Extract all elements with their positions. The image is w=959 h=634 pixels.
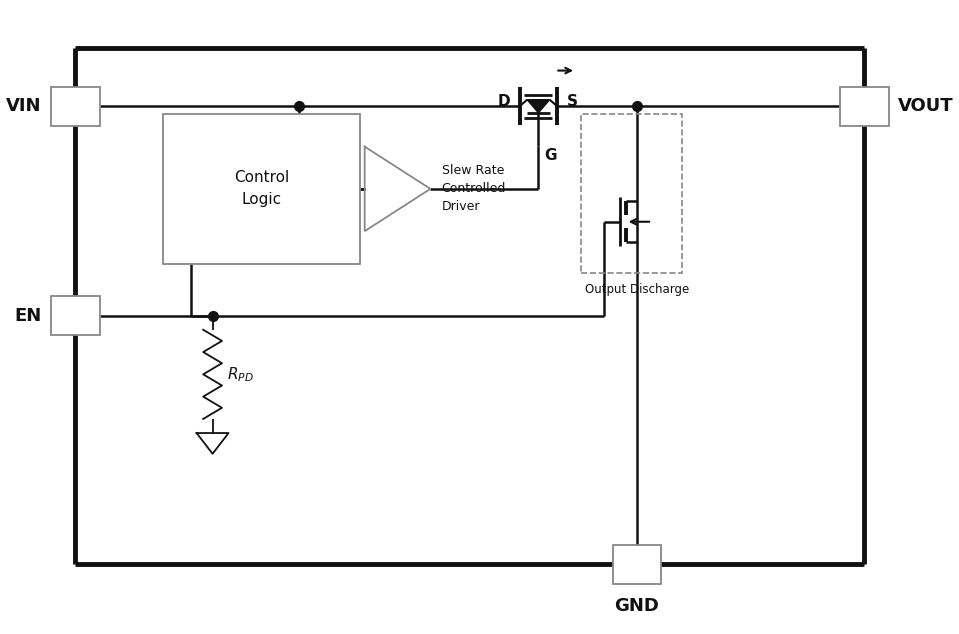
Text: D: D xyxy=(498,94,510,109)
Text: Slew Rate
Controlled
Driver: Slew Rate Controlled Driver xyxy=(442,164,506,214)
Text: G: G xyxy=(544,148,556,162)
Text: S: S xyxy=(567,94,577,109)
Bar xyxy=(163,113,360,264)
Text: EN: EN xyxy=(14,307,41,325)
Text: Output Discharge: Output Discharge xyxy=(585,283,690,296)
Bar xyxy=(51,86,100,126)
Bar xyxy=(840,86,889,126)
Text: VOUT: VOUT xyxy=(898,97,953,115)
Polygon shape xyxy=(527,100,550,113)
Bar xyxy=(613,545,662,584)
Bar xyxy=(51,296,100,335)
Text: GND: GND xyxy=(615,597,660,616)
Text: Control
Logic: Control Logic xyxy=(234,171,289,207)
Text: $R_{PD}$: $R_{PD}$ xyxy=(226,365,253,384)
Text: VIN: VIN xyxy=(6,97,41,115)
Bar xyxy=(580,113,682,273)
